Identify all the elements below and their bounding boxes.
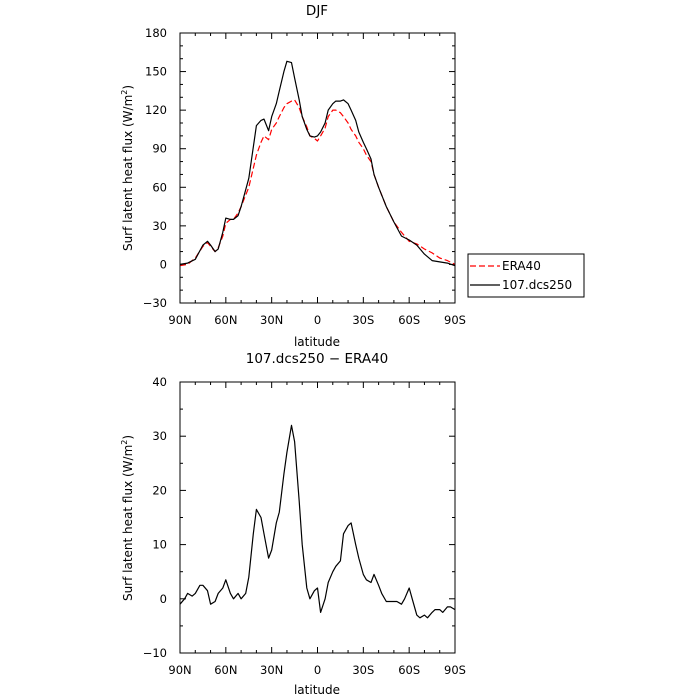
chart-panel-djf: DJF Surf latent heat flux (W/m2) latitud… bbox=[120, 3, 466, 349]
chart-title: 107.dcs250 − ERA40 bbox=[246, 351, 389, 367]
y-axis-title: Surf latent heat flux (W/m2) bbox=[120, 435, 135, 601]
series-lines bbox=[179, 424, 456, 619]
y-tick-label: 90 bbox=[152, 142, 167, 156]
series-line-difference bbox=[179, 424, 456, 619]
y-tick-label: 20 bbox=[152, 483, 167, 497]
series-lines bbox=[179, 60, 456, 267]
x-tick-label: 60N bbox=[214, 313, 237, 327]
x-axis-title: latitude bbox=[294, 335, 340, 349]
x-axis-title: latitude bbox=[294, 683, 340, 697]
x-tick-label: 0 bbox=[314, 663, 321, 677]
x-tick-label: 60S bbox=[398, 663, 420, 677]
x-tick-label: 30N bbox=[260, 313, 283, 327]
y-tick-label: 120 bbox=[145, 103, 167, 117]
x-tick-label: 90S bbox=[444, 313, 466, 327]
axis-ticks: 90N 60N 30N 0 30S 60S 90S −30 0 30 60 90 120 150 180 bbox=[143, 26, 466, 327]
y-axis-title: Surf latent heat flux (W/m2) bbox=[120, 85, 135, 251]
y-tick-label: 180 bbox=[145, 26, 167, 40]
x-tick-label: 90N bbox=[168, 663, 191, 677]
chart-panel-difference: 107.dcs250 − ERA40 Surf latent heat flux… bbox=[120, 351, 466, 697]
y-tick-label: −10 bbox=[143, 646, 167, 660]
y-tick-label: −30 bbox=[143, 296, 167, 310]
axis-ticks: 90N 60N 30N 0 30S 60S 90S −10 0 10 20 30 40 bbox=[143, 375, 466, 677]
series-line-107-dcs250 bbox=[179, 60, 456, 267]
legend-label-era40: ERA40 bbox=[502, 259, 541, 273]
y-tick-label: 30 bbox=[152, 219, 167, 233]
x-tick-label: 30S bbox=[352, 663, 374, 677]
y-tick-label: 150 bbox=[145, 65, 167, 79]
legend: ERA40 107.dcs250 bbox=[467, 253, 585, 298]
series-line-era40 bbox=[179, 99, 456, 267]
x-tick-label: 90N bbox=[168, 313, 191, 327]
x-tick-label: 30N bbox=[260, 663, 283, 677]
y-tick-label: 30 bbox=[152, 429, 167, 443]
x-tick-label: 60N bbox=[214, 663, 237, 677]
x-tick-label: 90S bbox=[444, 663, 466, 677]
plot-frame bbox=[179, 32, 456, 304]
x-tick-label: 60S bbox=[398, 313, 420, 327]
legend-label-107-dcs250: 107.dcs250 bbox=[502, 278, 572, 292]
y-tick-label: 60 bbox=[152, 180, 167, 194]
y-tick-label: 0 bbox=[160, 592, 167, 606]
x-tick-label: 30S bbox=[352, 313, 374, 327]
legend-box bbox=[467, 253, 585, 298]
y-tick-label: 40 bbox=[152, 375, 167, 389]
chart-title: DJF bbox=[306, 3, 328, 19]
x-tick-label: 0 bbox=[314, 313, 321, 327]
y-tick-label: 10 bbox=[152, 538, 167, 552]
y-tick-label: 0 bbox=[160, 257, 167, 271]
plot-frame bbox=[179, 381, 456, 654]
